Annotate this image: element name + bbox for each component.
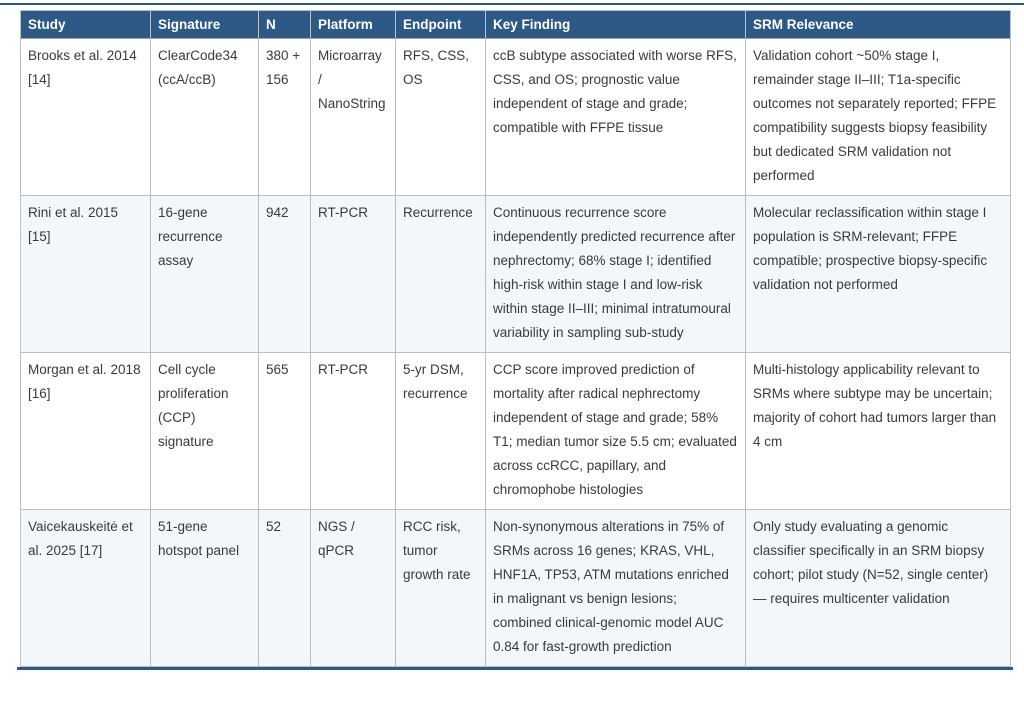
cell-signature: 16-gene recurrence assay <box>150 195 259 353</box>
cell-key-finding: ccB subtype associated with worse RFS, C… <box>485 38 746 196</box>
table-row-morgan-2018: Morgan et al. 2018 [16] Cell cycle proli… <box>20 352 1011 510</box>
cell-endpoint: 5-yr DSM, recurrence <box>395 352 486 510</box>
cell-srm-relevance: Multi-histology applicability relevant t… <box>745 352 1011 510</box>
cell-srm-relevance: Molecular reclassification within stage … <box>745 195 1011 353</box>
column-header-study: Study <box>20 10 151 39</box>
cell-study: Vaicekauskeitė et al. 2025 [17] <box>20 509 151 667</box>
cell-study: Morgan et al. 2018 [16] <box>20 352 151 510</box>
table-body: Brooks et al. 2014 [14] ClearCode34 (ccA… <box>20 38 1011 667</box>
column-header-signature: Signature <box>150 10 259 39</box>
cell-endpoint: Recurrence <box>395 195 486 353</box>
table-row-rini-2015: Rini et al. 2015 [15] 16-gene recurrence… <box>20 195 1011 353</box>
header-row: Study Signature N Platform Endpoint Key … <box>20 10 1011 39</box>
cell-n: 942 <box>258 195 311 353</box>
column-header-srm-relevance: SRM Relevance <box>745 10 1011 39</box>
cell-endpoint: RCC risk, tumor growth rate <box>395 509 486 667</box>
table-row-vaicekauskeite-2025: Vaicekauskeitė et al. 2025 [17] 51-gene … <box>20 509 1011 667</box>
cell-n: 565 <box>258 352 311 510</box>
table-bottom-rule <box>17 667 1013 670</box>
cell-n: 52 <box>258 509 311 667</box>
cell-platform: RT-PCR <box>310 195 396 353</box>
table-header: Study Signature N Platform Endpoint Key … <box>20 10 1011 39</box>
cell-signature: Cell cycle proliferation (CCP) signature <box>150 352 259 510</box>
cell-key-finding: CCP score improved prediction of mortali… <box>485 352 746 510</box>
cell-n: 380 + 156 <box>258 38 311 196</box>
cell-study: Rini et al. 2015 [15] <box>20 195 151 353</box>
column-header-n: N <box>258 10 311 39</box>
cell-platform: RT-PCR <box>310 352 396 510</box>
top-horizontal-rule <box>0 3 1024 5</box>
column-header-endpoint: Endpoint <box>395 10 486 39</box>
cell-endpoint: RFS, CSS, OS <box>395 38 486 196</box>
column-header-platform: Platform <box>310 10 396 39</box>
column-header-key-finding: Key Finding <box>485 10 746 39</box>
cell-srm-relevance: Validation cohort ~50% stage I, remainde… <box>745 38 1011 196</box>
cell-srm-relevance: Only study evaluating a genomic classifi… <box>745 509 1011 667</box>
table-row-brooks-2014: Brooks et al. 2014 [14] ClearCode34 (ccA… <box>20 38 1011 196</box>
cell-signature: ClearCode34 (ccA/ccB) <box>150 38 259 196</box>
cell-key-finding: Continuous recurrence score independentl… <box>485 195 746 353</box>
genomic-studies-table: Study Signature N Platform Endpoint Key … <box>20 10 1011 667</box>
cell-signature: 51-gene hotspot panel <box>150 509 259 667</box>
cell-platform: NGS / qPCR <box>310 509 396 667</box>
cell-platform: Microarray / NanoString <box>310 38 396 196</box>
cell-key-finding: Non-synonymous alterations in 75% of SRM… <box>485 509 746 667</box>
cell-study: Brooks et al. 2014 [14] <box>20 38 151 196</box>
